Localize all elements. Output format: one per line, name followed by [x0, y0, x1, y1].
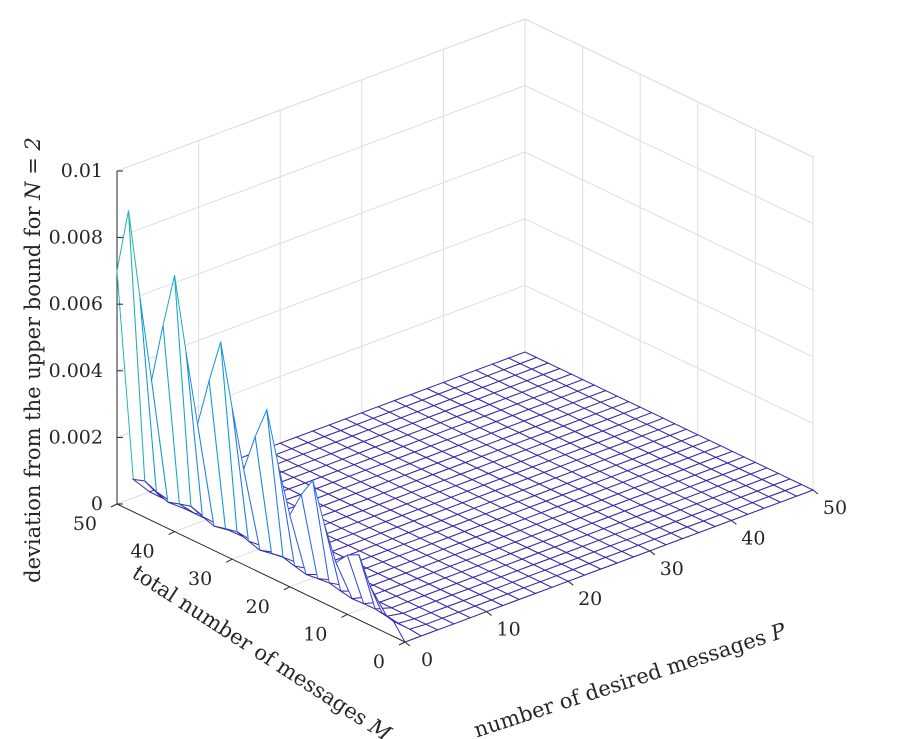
y-tick-label: 40	[130, 541, 154, 563]
x-tick-label: 10	[497, 619, 521, 641]
x-tick-label: 50	[823, 497, 847, 519]
x-tick-mark	[567, 580, 574, 586]
x-tick-mark	[486, 611, 492, 616]
y-tick-label: 30	[188, 568, 212, 590]
grid-line-z	[116, 284, 814, 438]
z-tick-label: 0	[91, 493, 103, 515]
y-tick-label: 0	[373, 651, 385, 673]
z-axis-label: deviation from the upper bound for N = 2	[21, 137, 45, 583]
y-tick-mark	[283, 586, 291, 591]
surface-mesh	[116, 210, 815, 643]
grid-line-z	[116, 218, 814, 372]
y-tick-mark	[168, 531, 175, 536]
y-tick-mark	[398, 641, 406, 646]
x-tick-label: 40	[741, 527, 765, 549]
grid-line-z	[116, 18, 814, 172]
y-tick-mark	[225, 558, 233, 563]
z-tick-label: 0.006	[49, 293, 103, 315]
z-tick-label: 0.004	[49, 360, 103, 382]
x-tick-mark	[404, 641, 411, 647]
x-tick-label: 30	[660, 558, 684, 580]
y-tick-mark	[110, 503, 118, 508]
y-tick-label: 20	[246, 596, 270, 618]
x-tick-label: 0	[421, 649, 433, 671]
z-tick-label: 0.008	[49, 227, 103, 249]
y-axis-line	[116, 503, 406, 643]
tick-labels: 010203040500102030405000.0020.0040.0060.…	[49, 160, 848, 673]
y-tick-mark	[341, 613, 348, 618]
x-tick-mark	[731, 520, 737, 525]
x-tick-mark	[649, 550, 656, 556]
y-tick-label: 10	[303, 623, 327, 645]
y-tick-label: 50	[73, 513, 97, 535]
x-tick-label: 20	[578, 588, 602, 610]
z-tick-label: 0.002	[49, 426, 103, 448]
surface-cell	[783, 483, 815, 497]
z-tick-label: 0.01	[61, 160, 103, 182]
x-tick-mark	[812, 489, 819, 495]
grid-line-z	[116, 85, 814, 239]
grid-line-z	[116, 151, 814, 305]
